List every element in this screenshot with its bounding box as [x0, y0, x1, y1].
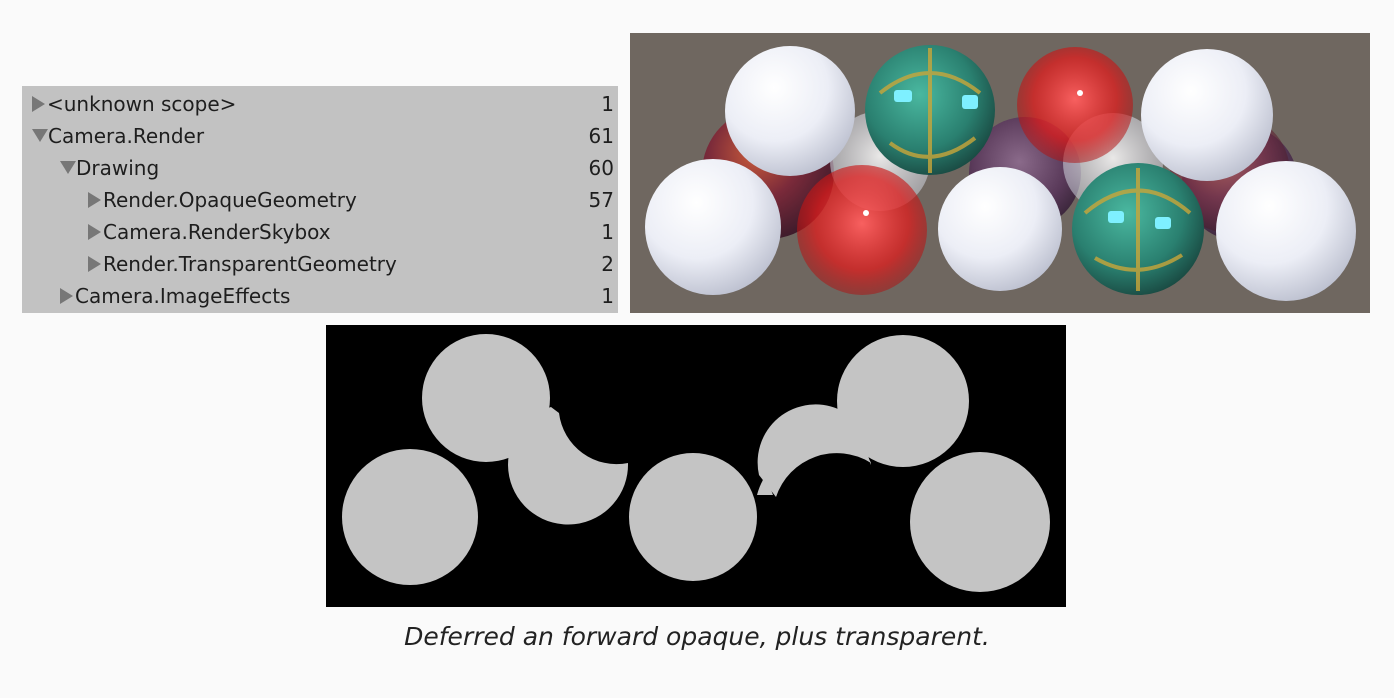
profiler-row-unknown-scope[interactable]: <unknown scope> 1	[22, 88, 618, 120]
row-label: Render.OpaqueGeometry	[103, 188, 357, 212]
collapse-arrow-icon[interactable]	[32, 129, 48, 142]
opaque-mask-view	[326, 325, 1066, 607]
profiler-row-render-opaque-geometry[interactable]: Render.OpaqueGeometry 57	[22, 184, 618, 216]
mask-silhouettes-image	[342, 334, 1050, 592]
scene-render-view	[630, 33, 1370, 313]
row-label: <unknown scope>	[47, 92, 237, 116]
row-count: 1	[601, 92, 614, 116]
expand-arrow-icon[interactable]	[32, 95, 45, 112]
collapse-arrow-icon[interactable]	[60, 161, 76, 174]
profiler-row-camera-render-skybox[interactable]: Camera.RenderSkybox 1	[22, 216, 618, 248]
expand-arrow-icon[interactable]	[88, 191, 101, 208]
profiler-hierarchy-panel: <unknown scope> 1 Camera.Render 61 Drawi…	[22, 86, 618, 313]
profiler-row-camera-image-effects[interactable]: Camera.ImageEffects 1	[22, 280, 618, 312]
row-count: 1	[601, 284, 614, 308]
row-count: 60	[588, 156, 614, 180]
row-label: Camera.Render	[48, 124, 205, 148]
row-label: Drawing	[76, 156, 160, 180]
row-count: 61	[588, 124, 614, 148]
row-count: 2	[601, 252, 614, 276]
row-count: 57	[588, 188, 614, 212]
row-label: Render.TransparentGeometry	[103, 252, 397, 276]
expand-arrow-icon[interactable]	[88, 255, 101, 272]
profiler-row-drawing[interactable]: Drawing 60	[22, 152, 618, 184]
scene-spheres-image	[645, 45, 1356, 301]
profiler-row-camera-render[interactable]: Camera.Render 61	[22, 120, 618, 152]
row-count: 1	[601, 220, 614, 244]
figure-caption: Deferred an forward opaque, plus transpa…	[404, 622, 990, 651]
profiler-row-render-transparent-geometry[interactable]: Render.TransparentGeometry 2	[22, 248, 618, 280]
row-label: Camera.RenderSkybox	[103, 220, 331, 244]
expand-arrow-icon[interactable]	[60, 287, 73, 304]
expand-arrow-icon[interactable]	[88, 223, 101, 240]
row-label: Camera.ImageEffects	[75, 284, 291, 308]
